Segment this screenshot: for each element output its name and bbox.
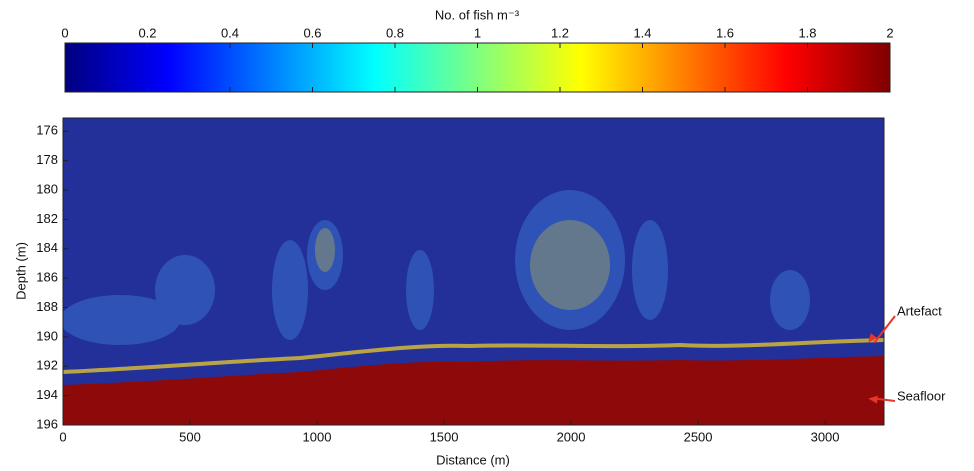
- annotation: Seafloor: [897, 388, 946, 403]
- colorbar-tick-label: 1.8: [798, 25, 816, 40]
- x-tick-label: 500: [179, 429, 201, 444]
- y-tick-label: 188: [36, 299, 58, 314]
- annotation: Artefact: [897, 303, 942, 318]
- y-tick-label: 184: [36, 240, 58, 255]
- colorbar-tick-label: 1.4: [633, 25, 651, 40]
- plot-frame: [62, 117, 885, 426]
- colorbar-tick-label: 2: [886, 25, 893, 40]
- y-tick-label: 178: [36, 152, 58, 167]
- y-tick-label: 192: [36, 358, 58, 373]
- y-tick-label: 182: [36, 211, 58, 226]
- x-tick-label: 2500: [684, 429, 713, 444]
- x-tick-label: 1500: [430, 429, 459, 444]
- colorbar-tick-label: 0: [61, 25, 68, 40]
- colorbar-tick-label: 1.6: [716, 25, 734, 40]
- y-tick-label: 190: [36, 328, 58, 343]
- colorbar-tick-label: 0.8: [386, 25, 404, 40]
- colorbar: [64, 42, 891, 93]
- colorbar-label: No. of fish m⁻³: [435, 7, 520, 22]
- y-tick-label: 176: [36, 123, 58, 138]
- annotation-arrow: [874, 397, 896, 402]
- colorbar-tick-label: 1.2: [551, 25, 569, 40]
- y-tick-label: 194: [36, 387, 58, 402]
- annotation-arrowhead: [868, 395, 878, 404]
- y-tick-label: 186: [36, 270, 58, 285]
- x-tick-label: 0: [59, 429, 66, 444]
- colorbar-tick-label: 0.4: [221, 25, 239, 40]
- echogram-texture: [63, 118, 884, 425]
- colorbar-tick-label: 0.6: [303, 25, 321, 40]
- x-tick-label: 3000: [811, 429, 840, 444]
- x-tick-label: 2000: [557, 429, 586, 444]
- x-axis-label: Distance (m): [436, 452, 510, 467]
- annotation-arrowhead: [868, 333, 877, 343]
- y-axis-label: Depth (m): [13, 242, 28, 300]
- annotation-arrow: [873, 315, 896, 344]
- x-tick-label: 1000: [303, 429, 332, 444]
- colorbar-tick-label: 0.2: [138, 25, 156, 40]
- y-tick-label: 196: [36, 416, 58, 431]
- y-tick-label: 180: [36, 181, 58, 196]
- colorbar-tick-label: 1: [474, 25, 481, 40]
